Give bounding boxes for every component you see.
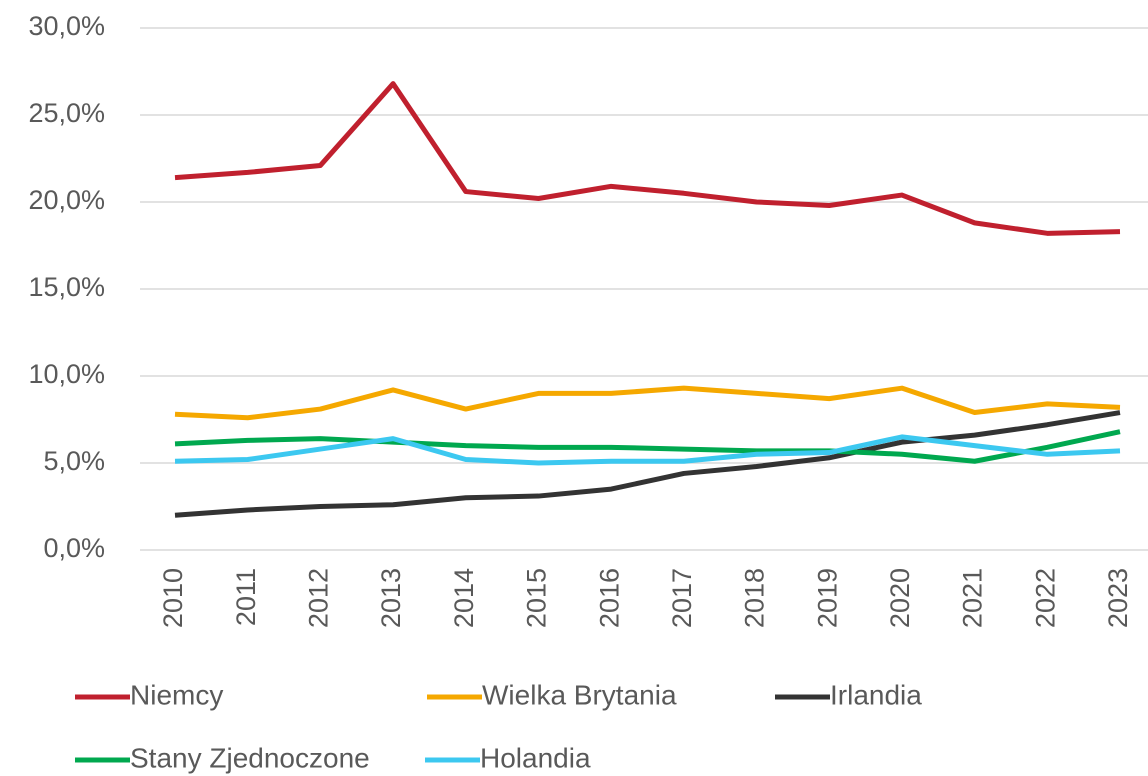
x-tick-label: 2012 bbox=[304, 568, 334, 628]
x-tick-label: 2011 bbox=[231, 568, 261, 626]
legend-label: Holandia bbox=[480, 742, 591, 773]
y-tick-label: 10,0% bbox=[28, 359, 105, 389]
x-tick-label: 2010 bbox=[158, 568, 188, 628]
x-tick-label: 2019 bbox=[812, 568, 842, 628]
x-tick-label: 2020 bbox=[885, 568, 915, 628]
y-tick-label: 15,0% bbox=[28, 272, 105, 302]
x-tick-label: 2018 bbox=[740, 568, 770, 628]
line-series bbox=[174, 81, 1121, 236]
y-tick-label: 5,0% bbox=[43, 446, 105, 476]
legend-label: Stany Zjednoczone bbox=[130, 742, 370, 773]
line-series bbox=[174, 385, 1121, 421]
y-tick-label: 20,0% bbox=[28, 185, 105, 215]
x-tick-label: 2021 bbox=[958, 568, 988, 628]
y-tick-label: 25,0% bbox=[28, 98, 105, 128]
x-tick-label: 2013 bbox=[376, 568, 406, 628]
x-tick-label: 2015 bbox=[522, 568, 552, 628]
x-tick-label: 2022 bbox=[1030, 568, 1060, 628]
line-series bbox=[174, 429, 1121, 464]
legend: Niemcy Wielka Brytania Irlandia Stany Zjedn… bbox=[75, 679, 922, 773]
y-tick-label: 0,0% bbox=[43, 533, 105, 563]
x-tick-label: 2016 bbox=[594, 568, 624, 628]
y-tick-label: 30,0% bbox=[28, 11, 105, 41]
x-tick-label: 2023 bbox=[1103, 568, 1133, 628]
legend-label: Niemcy bbox=[130, 679, 223, 710]
x-tick-label: 2017 bbox=[667, 568, 697, 628]
line-series bbox=[174, 410, 1121, 518]
x-tick-label: 2014 bbox=[449, 568, 479, 628]
legend-label: Wielka Brytania bbox=[482, 679, 677, 710]
legend-label: Irlandia bbox=[830, 679, 922, 710]
line-series bbox=[174, 434, 1121, 466]
